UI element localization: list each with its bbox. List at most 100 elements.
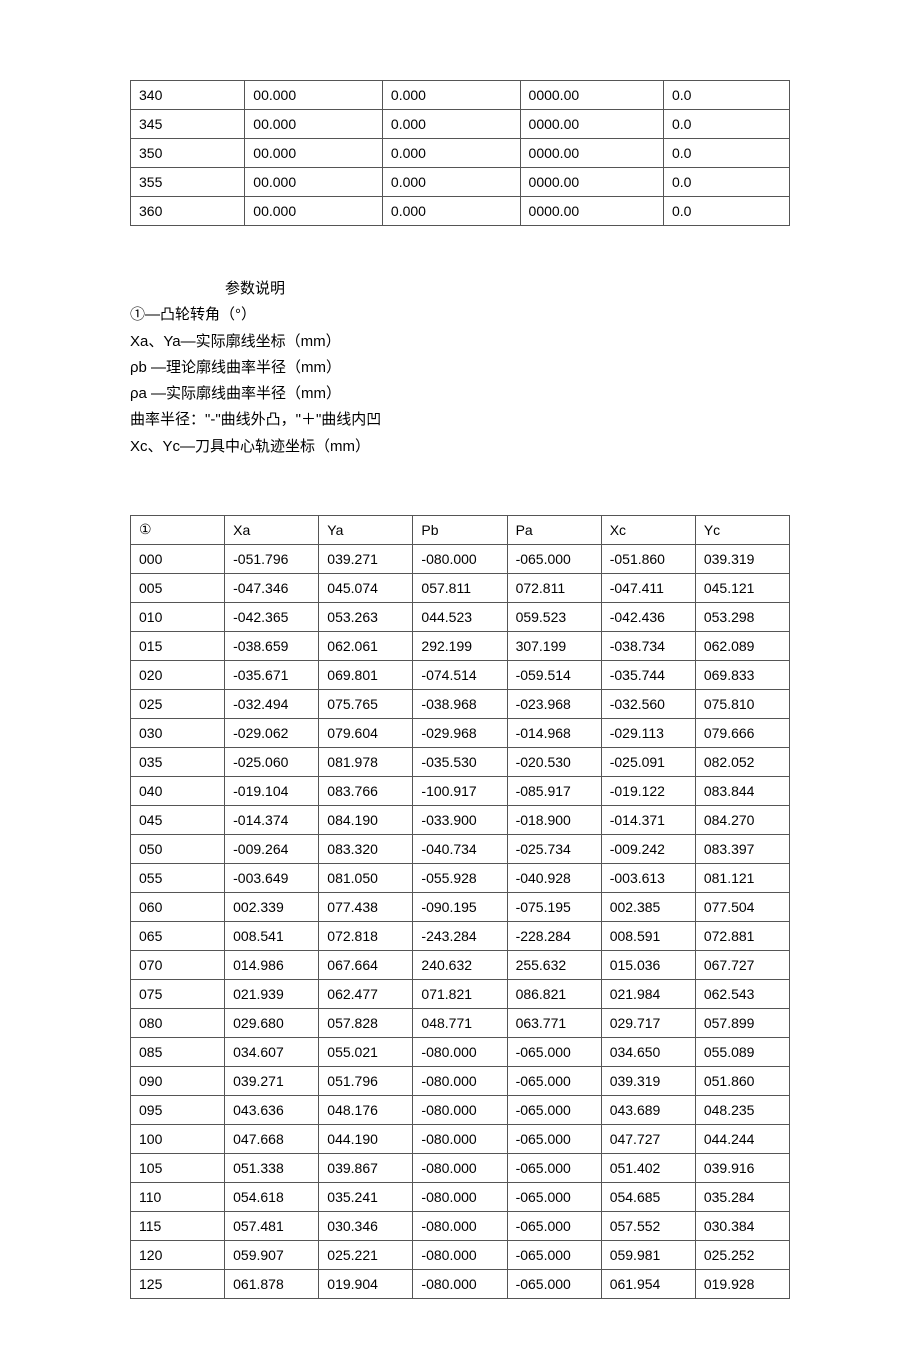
table-cell: 062.089 [695,631,789,660]
table-cell: -047.346 [225,573,319,602]
table-cell: 0000.00 [520,110,663,139]
table-cell: 0.0 [664,168,790,197]
table-cell: 059.523 [507,602,601,631]
table-header-cell: Ρb [413,515,507,544]
table-cell: 067.664 [319,950,413,979]
table-cell: 035 [131,747,225,776]
table-cell: 057.481 [225,1211,319,1240]
table-cell: 060 [131,892,225,921]
table-cell: -059.514 [507,660,601,689]
table-cell: -032.494 [225,689,319,718]
table-cell: 025.221 [319,1240,413,1269]
table-row: 125061.878019.904-080.000-065.000061.954… [131,1269,790,1298]
table-cell: 029.680 [225,1008,319,1037]
table-cell: 120 [131,1240,225,1269]
description-line: Xa、Ya—实际廓线坐标（mm） [130,329,790,355]
table-cell: 043.689 [601,1095,695,1124]
table-cell: -047.411 [601,573,695,602]
table-cell: 025 [131,689,225,718]
table-cell: 0000.00 [520,81,663,110]
table-row: 060002.339077.438-090.195-075.195002.385… [131,892,790,921]
table-cell: 083.844 [695,776,789,805]
table-row: 005-047.346045.074057.811072.811-047.411… [131,573,790,602]
table-cell: -051.860 [601,544,695,573]
table-cell: -014.968 [507,718,601,747]
table-cell: 014.986 [225,950,319,979]
table-cell: -080.000 [413,1269,507,1298]
table-row: 070014.986067.664240.632255.632015.03606… [131,950,790,979]
table-cell: 039.271 [319,544,413,573]
table-cell: -023.968 [507,689,601,718]
table-cell: 021.939 [225,979,319,1008]
table-cell: -100.917 [413,776,507,805]
table-cell: 307.199 [507,631,601,660]
table-row: 34000.0000.0000000.000.0 [131,81,790,110]
table-cell: -038.968 [413,689,507,718]
table-cell: -065.000 [507,1124,601,1153]
table-cell: -065.000 [507,1269,601,1298]
table-row: 025-032.494075.765-038.968-023.968-032.5… [131,689,790,718]
table-cell: -065.000 [507,1095,601,1124]
table-cell: 002.339 [225,892,319,921]
table-row: 075021.939062.477071.821086.821021.98406… [131,979,790,1008]
table-cell: 072.818 [319,921,413,950]
table-row: 000-051.796039.271-080.000-065.000-051.8… [131,544,790,573]
table-cell: 090 [131,1066,225,1095]
table-cell: 030.346 [319,1211,413,1240]
table-cell: 053.298 [695,602,789,631]
table-cell: 040 [131,776,225,805]
table-cell: 057.552 [601,1211,695,1240]
table-cell: 035.241 [319,1182,413,1211]
table-cell: 030.384 [695,1211,789,1240]
table-cell: 069.801 [319,660,413,689]
table-cell: -065.000 [507,1182,601,1211]
table-cell: 360 [131,197,245,226]
table-cell: 008.591 [601,921,695,950]
table-cell: -040.734 [413,834,507,863]
table-cell: -029.113 [601,718,695,747]
table-cell: 083.397 [695,834,789,863]
table-cell: 081.978 [319,747,413,776]
table-cell: -033.900 [413,805,507,834]
table-cell: 0.000 [382,110,520,139]
table-cell: -035.744 [601,660,695,689]
lower-table-body: 000-051.796039.271-080.000-065.000-051.8… [131,544,790,1298]
table-cell: -035.671 [225,660,319,689]
table-cell: 345 [131,110,245,139]
table-cell: 047.668 [225,1124,319,1153]
table-cell: -020.530 [507,747,601,776]
table-cell: -065.000 [507,1037,601,1066]
table-cell: -080.000 [413,1095,507,1124]
table-cell: 0.0 [664,81,790,110]
table-cell: 065 [131,921,225,950]
table-cell: 0000.00 [520,168,663,197]
table-row: 055-003.649081.050-055.928-040.928-003.6… [131,863,790,892]
table-header-cell: Yc [695,515,789,544]
table-cell: -080.000 [413,1037,507,1066]
table-cell: -003.649 [225,863,319,892]
table-cell: -042.436 [601,602,695,631]
table-cell: 115 [131,1211,225,1240]
table-cell: 043.636 [225,1095,319,1124]
table-cell: 075.765 [319,689,413,718]
table-cell: -074.514 [413,660,507,689]
table-cell: 053.263 [319,602,413,631]
table-cell: 255.632 [507,950,601,979]
table-cell: 0000.00 [520,139,663,168]
table-cell: 048.235 [695,1095,789,1124]
table-cell: -025.060 [225,747,319,776]
table-cell: 00.000 [245,197,383,226]
table-cell: 048.771 [413,1008,507,1037]
table-cell: 015 [131,631,225,660]
table-cell: 00.000 [245,81,383,110]
table-cell: -018.900 [507,805,601,834]
table-cell: -080.000 [413,1182,507,1211]
table-header-cell: Ya [319,515,413,544]
table-cell: 110 [131,1182,225,1211]
table-header-cell: ① [131,515,225,544]
table-header-cell: Xa [225,515,319,544]
table-cell: -065.000 [507,544,601,573]
table-cell: -040.928 [507,863,601,892]
table-cell: 070 [131,950,225,979]
table-row: 085034.607055.021-080.000-065.000034.650… [131,1037,790,1066]
